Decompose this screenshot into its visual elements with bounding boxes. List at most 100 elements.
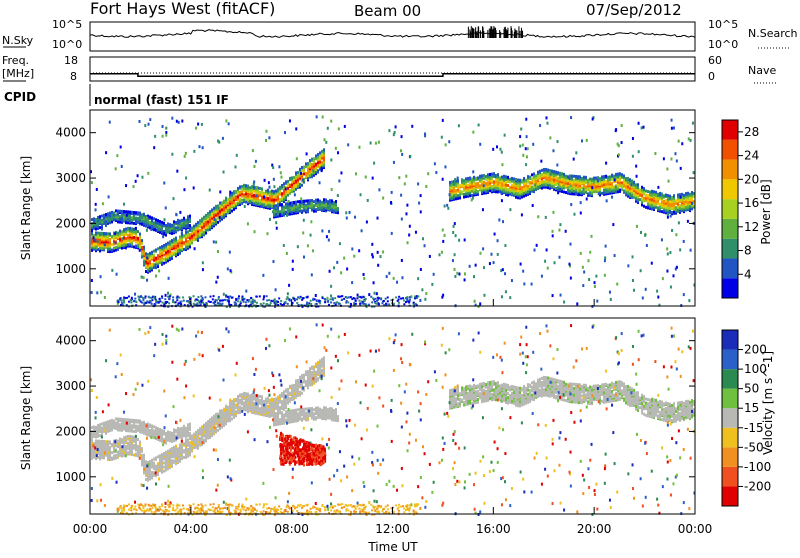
power-cell [281,203,283,206]
power-low-range-cell [383,300,385,302]
power-scatter-point [104,296,106,299]
power-low-range-cell [324,301,326,303]
power-cell [273,205,275,208]
power-low-range-cell [133,300,135,302]
power-cell [575,191,577,194]
power-scatter-point [108,195,110,198]
power-scatter-point [442,240,444,243]
velocity-cell [133,438,135,441]
power-scatter-point [310,220,312,223]
power-low-range-cell [139,296,141,298]
power-low-range-cell [336,301,338,303]
power-cell [507,176,509,179]
velocity-cell [199,440,201,443]
power-scatter-point [286,214,288,217]
power-scatter-point [372,177,374,180]
power-scatter-point [375,142,377,145]
power-cell [321,157,323,160]
power-cell [95,231,97,234]
power-cell [155,257,157,260]
power-scatter-point [198,145,200,148]
power-scatter-point [673,126,675,129]
power-scatter-point [674,152,676,155]
power-cell [301,169,303,172]
power-cell [229,193,231,196]
power-scatter-point [632,155,634,158]
power-cell [657,206,659,209]
power-cell [133,211,135,214]
power-scatter-point [395,125,397,128]
power-low-range-cell [149,300,151,302]
velocity-cell [105,448,107,451]
power-cell [297,208,299,211]
power-scatter-point [95,208,97,211]
power-cell [229,208,231,211]
velocity-cell [139,443,141,446]
power-cell [655,200,657,203]
power-cell [661,192,663,195]
power-cell [179,249,181,252]
power-cell [675,199,677,202]
velocity-cell [221,420,223,423]
power-scatter-point [478,123,480,126]
velocity-cell [155,456,157,459]
power-scatter-point [498,218,500,221]
power-cell [155,266,157,269]
power-cell [499,176,501,179]
power-scatter-point [678,221,680,224]
power-cell [117,218,119,221]
velocity-cell [201,425,203,428]
power-low-range-cell [356,297,358,299]
power-cell [127,234,129,237]
power-scatter-point [454,181,456,184]
power-scatter-point [636,175,638,178]
power-scatter-point [672,274,674,277]
power-low-range-cell [224,299,226,301]
power-scatter-point [307,209,309,212]
power-low-range-cell [196,298,198,300]
power-cell [571,175,573,178]
power-scatter-point [330,285,332,288]
power-cell [597,176,599,179]
power-cell [483,174,485,177]
power-low-range-cell [169,295,171,297]
power-cell [573,183,575,186]
velocity-cell [157,455,159,458]
power-scatter-point [407,241,409,244]
power-cell [335,200,337,203]
power-cell [91,249,93,252]
power-cell [177,222,179,225]
power-cell [143,251,145,254]
power-low-range-cell [293,298,295,300]
power-scatter-point [393,133,395,136]
power-cell [299,210,301,213]
power-cell [315,154,317,157]
power-low-range-cell [148,302,150,304]
power-cell [503,175,505,178]
velocity-cell [127,451,129,454]
power-cell [313,157,315,160]
velocity-cell [209,421,211,424]
power-cell [319,154,321,157]
power-low-range-cell [308,304,310,306]
velocity-cell [159,457,161,460]
power-scatter-point [417,277,419,280]
power-scatter-point [526,135,528,138]
power-cell [457,179,459,182]
power-low-range-cell [324,298,326,300]
power-scatter-point [493,261,495,264]
power-cell [141,242,143,245]
power-cell [533,172,535,175]
power-scatter-point [404,182,406,185]
power-scatter-point [482,208,484,211]
power-cell [611,182,613,185]
power-cell [109,232,111,235]
velocity-cell [169,455,171,458]
power-cell [655,203,657,206]
power-cell [463,196,465,199]
power-scatter-point [429,255,431,258]
power-scatter-point [452,231,454,234]
power-scatter-point [630,183,632,186]
power-cell [317,161,319,164]
power-cell [469,177,471,180]
